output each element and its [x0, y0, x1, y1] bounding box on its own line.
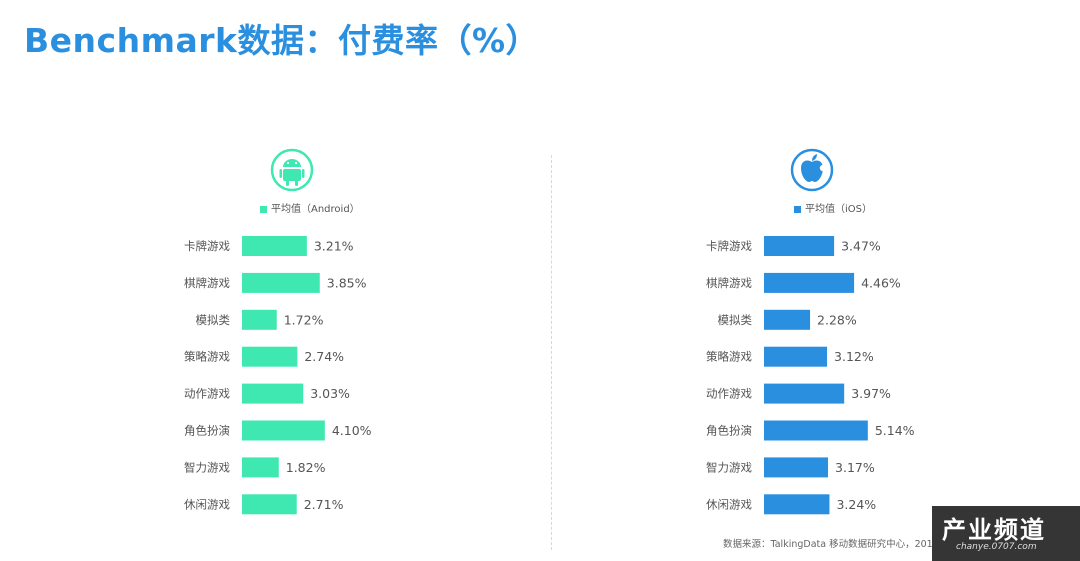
- ios-chart-panel: 平均值（iOS） 卡牌游戏 3.47% 棋牌游戏 4.46% 模拟类 2.28% 策略游戏 3…: [672, 0, 1080, 561]
- android-bar-chart: 卡牌游戏 3.21% 棋牌游戏 3.85% 模拟类 1.72% 策略游戏 2.74% 动作游戏 3…: [184, 236, 372, 515]
- ios-value-label: 3.47%: [841, 239, 881, 254]
- android-value-label: 1.72%: [284, 312, 324, 327]
- ios-value-label: 5.14%: [875, 423, 915, 438]
- ios-value-label: 3.97%: [851, 386, 891, 401]
- ios-bar: [764, 457, 829, 478]
- android-category-label: 棋牌游戏: [184, 276, 230, 290]
- watermark-title: 产业频道: [942, 516, 1046, 544]
- ios-category-label: 模拟类: [718, 313, 753, 327]
- watermark-url: chanye.0707.com: [956, 542, 1037, 552]
- android-bar: [242, 383, 304, 404]
- ios-bar-chart: 卡牌游戏 3.47% 棋牌游戏 4.46% 模拟类 2.28% 策略游戏 3.12% 动作游戏 3…: [706, 236, 915, 515]
- android-value-label: 2.71%: [304, 497, 344, 512]
- ios-bar: [764, 309, 811, 330]
- android-legend: 平均值（Android）: [260, 200, 360, 215]
- android-category-label: 角色扮演: [184, 424, 230, 438]
- android-legend-label: 平均值（Android）: [271, 204, 360, 215]
- android-icon: [270, 148, 314, 192]
- android-bar: [242, 346, 298, 367]
- android-bar: [242, 272, 320, 293]
- ios-bar: [764, 383, 845, 404]
- android-chart-panel: 平均值（Android） 卡牌游戏 3.21% 棋牌游戏 3.85% 模拟类 1.72% 策…: [150, 0, 570, 561]
- source-note: 数据来源：TalkingData 移动数据研究中心，201: [723, 539, 933, 550]
- android-value-label: 2.74%: [304, 349, 344, 364]
- android-category-label: 智力游戏: [184, 460, 230, 474]
- android-bar: [242, 494, 297, 515]
- android-category-label: 动作游戏: [184, 387, 230, 401]
- ios-bar: [764, 494, 830, 515]
- android-value-label: 1.82%: [286, 460, 326, 475]
- ios-value-label: 4.46%: [861, 275, 901, 290]
- android-category-label: 模拟类: [196, 313, 231, 327]
- android-category-label: 策略游戏: [184, 350, 230, 364]
- ios-category-label: 动作游戏: [706, 387, 752, 401]
- ios-legend-label: 平均值（iOS）: [805, 204, 872, 215]
- ios-category-label: 策略游戏: [706, 350, 752, 364]
- ios-legend-swatch: [794, 205, 801, 213]
- android-category-label: 卡牌游戏: [184, 239, 230, 253]
- android-bar: [242, 309, 277, 330]
- android-value-label: 4.10%: [332, 423, 372, 438]
- ios-category-label: 智力游戏: [706, 460, 752, 474]
- apple-icon: [790, 148, 834, 192]
- android-bar: [242, 420, 325, 441]
- android-value-label: 3.03%: [310, 386, 350, 401]
- android-category-label: 休闲游戏: [184, 497, 230, 511]
- ios-category-label: 棋牌游戏: [706, 276, 752, 290]
- ios-category-label: 休闲游戏: [706, 497, 752, 511]
- watermark: 产业频道 chanye.0707.com: [932, 506, 1080, 561]
- ios-legend: 平均值（iOS）: [794, 200, 872, 215]
- ios-bar: [764, 346, 828, 367]
- android-bar: [242, 236, 307, 256]
- ios-bar: [764, 420, 868, 441]
- ios-category-label: 卡牌游戏: [706, 239, 752, 253]
- panel-divider: [551, 155, 552, 550]
- ios-value-label: 3.24%: [836, 497, 876, 512]
- ios-value-label: 3.12%: [834, 349, 874, 364]
- android-value-label: 3.85%: [327, 275, 367, 290]
- ios-value-label: 3.17%: [835, 460, 875, 475]
- android-legend-swatch: [260, 205, 267, 213]
- ios-category-label: 角色扮演: [706, 424, 752, 438]
- android-value-label: 3.21%: [314, 239, 354, 254]
- android-bar: [242, 457, 279, 478]
- ios-value-label: 2.28%: [817, 312, 857, 327]
- page-title: Benchmark数据：付费率（%）: [24, 21, 540, 60]
- ios-bar: [764, 272, 855, 293]
- ios-bar: [764, 236, 835, 256]
